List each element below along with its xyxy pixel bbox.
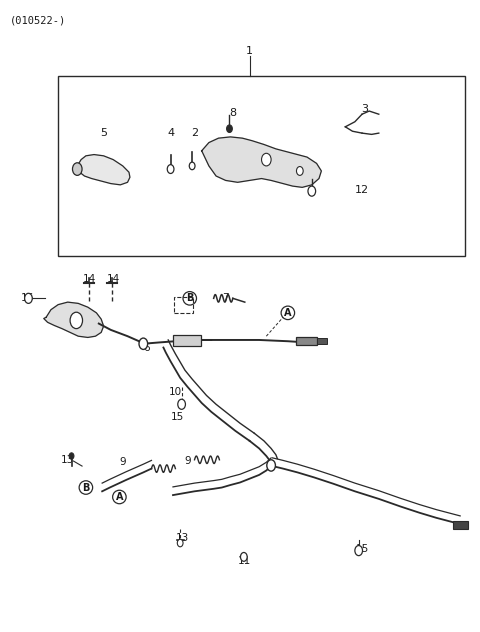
Text: 13: 13	[61, 455, 74, 465]
Circle shape	[177, 539, 183, 547]
Circle shape	[227, 125, 232, 133]
Text: 6: 6	[144, 343, 150, 353]
Circle shape	[139, 338, 148, 349]
Polygon shape	[44, 302, 104, 337]
Text: 15: 15	[171, 412, 184, 422]
Text: B: B	[82, 482, 90, 492]
Text: 3: 3	[361, 104, 368, 114]
Circle shape	[69, 453, 74, 459]
Text: 9: 9	[120, 458, 126, 467]
Circle shape	[267, 459, 276, 471]
Bar	[453, 521, 468, 528]
Text: 12: 12	[355, 185, 369, 195]
Text: 2: 2	[191, 128, 198, 138]
Bar	[58, 76, 465, 256]
Text: 15: 15	[355, 544, 369, 554]
Text: 4: 4	[167, 128, 174, 138]
Circle shape	[70, 312, 83, 329]
Polygon shape	[202, 137, 322, 187]
Circle shape	[167, 165, 174, 173]
Text: 13: 13	[176, 533, 189, 543]
Circle shape	[178, 399, 185, 410]
Text: 11: 11	[238, 556, 252, 566]
Polygon shape	[77, 155, 130, 185]
Text: A: A	[116, 492, 123, 502]
Text: 1: 1	[246, 46, 253, 56]
Text: A: A	[284, 308, 292, 318]
Bar	[174, 297, 193, 313]
Text: 8: 8	[229, 108, 236, 118]
Text: 16: 16	[20, 293, 34, 303]
Circle shape	[189, 162, 195, 170]
Bar	[297, 337, 317, 345]
Text: (010522-): (010522-)	[10, 15, 67, 25]
Circle shape	[262, 154, 271, 166]
Circle shape	[308, 186, 316, 196]
Text: 10: 10	[169, 387, 182, 397]
Text: 7: 7	[222, 293, 229, 303]
Text: 5: 5	[100, 128, 107, 138]
Circle shape	[297, 167, 303, 175]
Text: 9: 9	[184, 456, 191, 466]
Text: 14: 14	[83, 274, 96, 284]
Bar	[317, 338, 327, 344]
Text: B: B	[186, 293, 193, 303]
Bar	[173, 335, 201, 346]
Circle shape	[72, 163, 82, 175]
Circle shape	[240, 552, 247, 561]
Circle shape	[355, 545, 362, 556]
Text: 14: 14	[107, 274, 120, 284]
Circle shape	[24, 293, 32, 303]
